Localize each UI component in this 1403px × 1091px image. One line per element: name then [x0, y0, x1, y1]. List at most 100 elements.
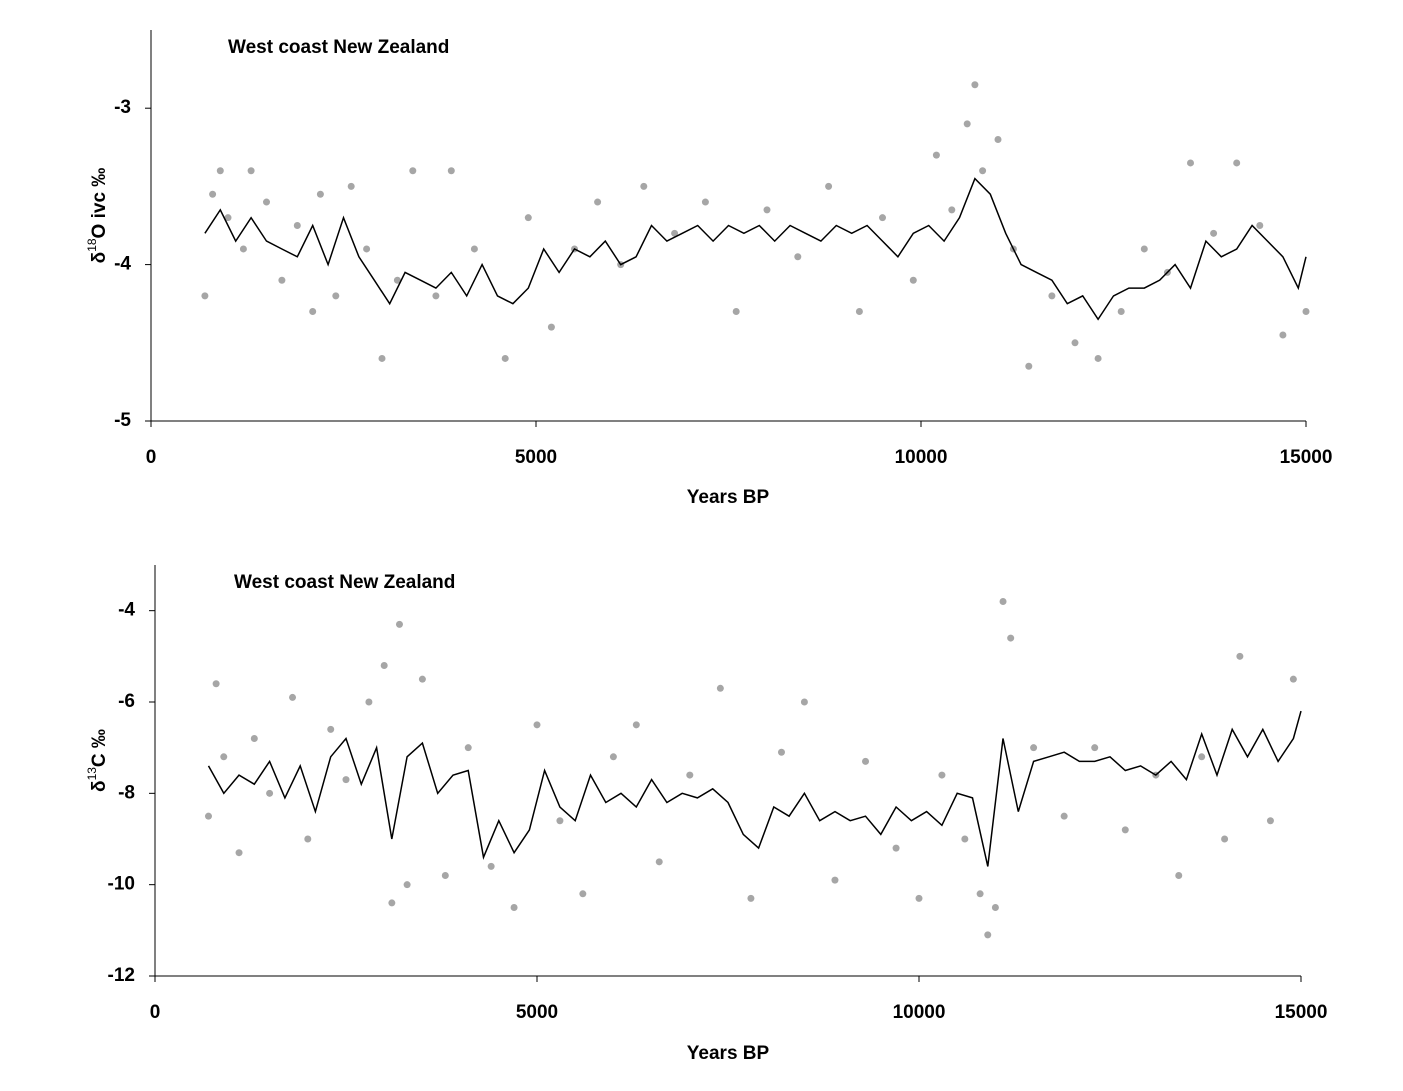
data-point [447, 167, 455, 175]
data-point [732, 308, 740, 316]
data-point [304, 835, 312, 843]
data-point [378, 354, 386, 362]
data-point [632, 721, 640, 729]
data-point [655, 858, 663, 866]
y-label-sup: 18 [85, 238, 99, 252]
data-point [855, 308, 863, 316]
data-point [686, 771, 694, 779]
data-point [239, 245, 247, 253]
data-point [963, 120, 971, 128]
data-point [403, 881, 411, 889]
data-point [879, 214, 886, 222]
data-point [1221, 835, 1229, 843]
data-point [1117, 308, 1125, 316]
data-point [380, 661, 388, 669]
x-axis-label: Years BP [687, 1043, 770, 1064]
data-point [831, 876, 839, 884]
data-point [510, 904, 518, 911]
data-point [701, 198, 709, 206]
data-point [547, 323, 555, 331]
y-label-part: O ivc ‰ [89, 168, 110, 239]
data-point [395, 620, 403, 628]
data-point [1266, 817, 1274, 825]
data-point [309, 308, 317, 316]
data-point [204, 812, 212, 820]
data-point [212, 680, 220, 688]
data-point [671, 229, 679, 237]
y-label-part: C ‰ [89, 729, 110, 767]
x-tick-label: 0 [146, 447, 157, 468]
data-point [800, 698, 808, 706]
data-point [1256, 222, 1264, 229]
data-point [994, 135, 1002, 143]
data-point [289, 693, 297, 701]
data-point [1198, 753, 1206, 761]
data-point [794, 253, 802, 261]
data-point [247, 167, 255, 175]
y-tick-label: -10 [108, 874, 135, 895]
chart-panel: -12 -10 -8 -6 -4 0 5000 10000 15000 West coast Ne… [85, 565, 1327, 1064]
data-point [278, 276, 286, 284]
data-point [938, 771, 946, 779]
data-point [250, 735, 258, 743]
data-point [393, 276, 401, 284]
x-tick-label: 5000 [515, 447, 557, 468]
y-axis-label: δ13C ‰ [85, 729, 110, 792]
data-point [1071, 339, 1079, 347]
data-point [556, 817, 564, 825]
data-point [432, 292, 440, 300]
data-point [464, 744, 472, 752]
data-point [971, 81, 979, 89]
data-point [266, 789, 274, 797]
data-point [263, 198, 270, 206]
data-point [991, 904, 999, 911]
y-label-sup: 13 [85, 767, 99, 781]
data-point [1030, 744, 1038, 752]
y-tick-label: -5 [114, 410, 131, 431]
data-point [409, 167, 417, 175]
data-point [1302, 308, 1310, 316]
y-tick-label: -4 [118, 600, 135, 621]
data-point [948, 206, 956, 214]
data-point [342, 776, 350, 784]
data-point [1279, 331, 1287, 339]
data-point [1007, 634, 1015, 642]
data-point [594, 198, 602, 206]
data-point [1140, 245, 1148, 253]
data-point [1025, 362, 1033, 370]
data-line [204, 177, 1307, 321]
y-axis-label: δ18O ivc ‰ [85, 168, 110, 264]
data-point [1175, 872, 1183, 880]
data-point [976, 890, 984, 898]
data-point [235, 849, 243, 857]
data-point [640, 182, 648, 190]
data-point [909, 276, 917, 284]
data-point [862, 757, 870, 765]
data-point [220, 753, 228, 761]
data-point [441, 872, 449, 880]
data-point [763, 206, 771, 214]
data-point [388, 899, 396, 907]
y-tick-label: -12 [108, 965, 135, 986]
y-tick-label: -6 [118, 691, 135, 712]
data-point [1094, 354, 1102, 362]
data-point [1233, 159, 1241, 167]
y-label-part: δ [89, 780, 110, 792]
data-point [1121, 826, 1129, 834]
data-point [579, 890, 587, 898]
x-tick-label: 15000 [1280, 447, 1333, 468]
data-point [470, 245, 478, 253]
x-tick-label: 10000 [893, 1002, 946, 1023]
data-point [1091, 744, 1099, 752]
data-point [1210, 229, 1218, 237]
data-point [915, 894, 923, 902]
data-point [501, 354, 509, 362]
data-line [207, 710, 1302, 867]
data-point [1060, 812, 1068, 820]
data-point [327, 725, 335, 733]
data-point [932, 151, 940, 159]
chart-title: West coast New Zealand [234, 572, 455, 593]
x-tick-label: 5000 [516, 1002, 558, 1023]
data-point [418, 675, 426, 683]
